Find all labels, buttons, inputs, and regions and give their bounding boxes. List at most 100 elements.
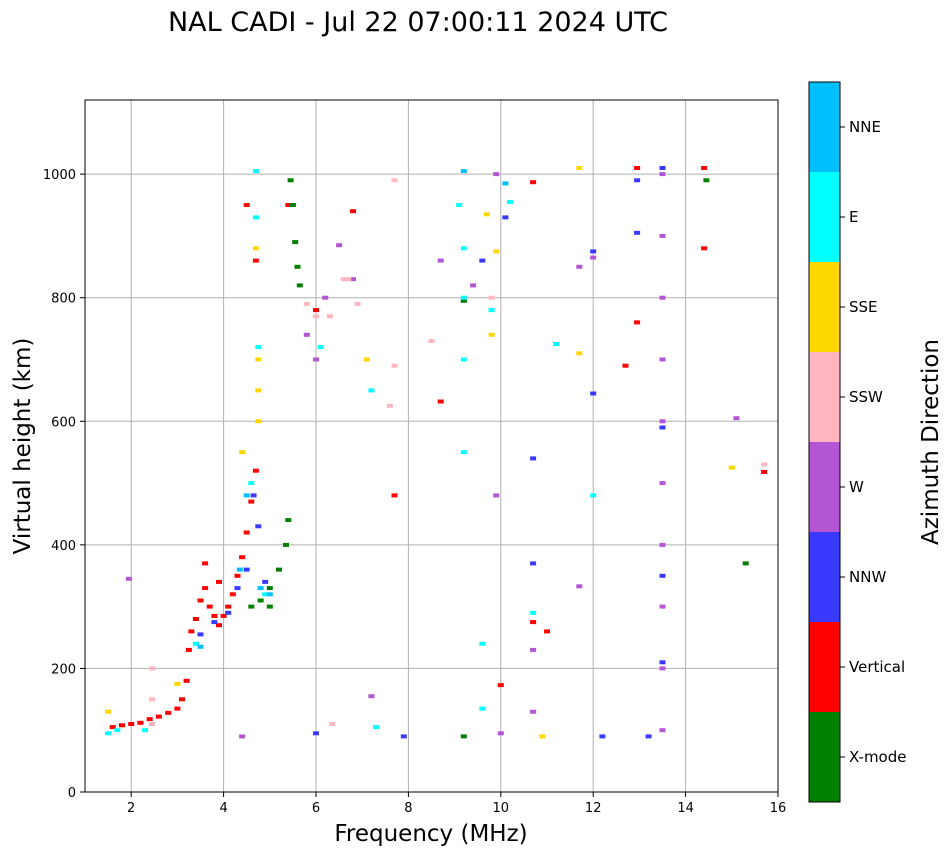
echo-point-nnw (234, 586, 241, 591)
echo-point-vertical (179, 697, 185, 702)
echo-point-ssw (313, 314, 319, 319)
echo-point-ssw (340, 277, 347, 282)
echo-point-nnw (659, 660, 666, 665)
colorbar-frame (808, 81, 841, 803)
echo-point-vertical (174, 706, 181, 711)
echo-point-ssw (428, 339, 435, 343)
echo-point-sse (363, 357, 370, 362)
echo-point-vertical (243, 203, 250, 207)
echo-point-vertical (137, 720, 144, 725)
y-tick-label: 0 (68, 786, 76, 801)
echo-point-w (659, 542, 666, 547)
colorbar-segment-sse (809, 262, 840, 352)
echo-point-vertical (220, 613, 227, 618)
y-axis-label: Virtual height (km) (10, 338, 36, 555)
echo-point-vertical (109, 725, 116, 730)
echo-point-ssw (149, 722, 155, 726)
echo-point-nnw (502, 215, 509, 220)
y-tick-label: 1000 (43, 168, 76, 183)
echo-point-sse (255, 419, 262, 424)
colorbar-segment-nne (809, 82, 840, 172)
echo-point-vertical (239, 555, 246, 560)
echo-point-w (576, 264, 583, 269)
y-tick-label: 600 (51, 415, 76, 430)
echo-point-nnw (590, 391, 597, 396)
echo-point-w (368, 694, 375, 699)
echo-point-nne (243, 493, 250, 498)
echo-point-x-mode (460, 734, 467, 739)
colorbar-segment-e (809, 172, 840, 262)
echo-point-w (659, 295, 666, 300)
echo-point-e (460, 450, 467, 455)
echo-point-x-mode (287, 178, 294, 183)
echo-point-w (493, 493, 500, 498)
echo-point-e (248, 481, 255, 486)
echo-point-vertical (165, 710, 172, 715)
echo-point-vertical (225, 604, 232, 609)
y-axis-ticks: 0 200 400 600 800 1000 (43, 168, 85, 801)
echo-point-w (530, 709, 537, 714)
echo-point-w (659, 666, 666, 671)
echo-point-x-mode (296, 283, 303, 288)
echo-point-vertical (252, 258, 259, 263)
echo-point-nnw (225, 610, 232, 615)
echo-point-nne (460, 169, 467, 174)
x-tick-label: 12 (585, 801, 602, 816)
echo-point-ssw (149, 697, 155, 702)
echo-point-x-mode (266, 604, 273, 609)
echo-point-vertical (634, 320, 641, 325)
echo-point-ssw (488, 295, 495, 300)
colorbar-category-label: W (849, 478, 864, 496)
echo-point-w (659, 728, 666, 733)
echo-point-vertical (437, 399, 444, 404)
x-tick-label: 10 (493, 801, 510, 816)
echo-point-nne (236, 567, 243, 572)
echo-point-w (576, 584, 583, 589)
echo-point-w (336, 243, 343, 248)
echo-point-vertical (544, 629, 550, 634)
colorbar-segment-nnw (809, 532, 840, 622)
echo-point-e (479, 706, 486, 711)
colorbar-category-label: NNW (849, 568, 886, 586)
echo-point-vertical (248, 499, 255, 504)
colorbar-category-label: E (849, 208, 858, 226)
echo-point-sse (576, 166, 583, 170)
echo-point-vertical (252, 468, 259, 473)
echo-point-sse (728, 465, 735, 470)
echo-point-vertical (146, 717, 153, 722)
echo-point-w (239, 734, 246, 739)
x-axis-label: Frequency (MHz) (334, 821, 527, 847)
echo-point-nnw (400, 734, 407, 739)
colorbar-segment-x-mode (809, 712, 840, 802)
echo-point-nnw (197, 632, 204, 637)
echo-point-e (460, 295, 467, 300)
echo-point-nne (266, 592, 273, 597)
x-tick-label: 2 (127, 801, 135, 816)
echo-point-nnw (313, 731, 319, 736)
echo-point-nne (257, 586, 264, 591)
echo-point-vertical (634, 166, 641, 170)
echo-point-e (507, 199, 513, 204)
echo-point-nnw (530, 456, 537, 461)
echo-point-w (659, 357, 666, 362)
echo-point-vertical (701, 166, 708, 170)
echo-point-nnw (262, 579, 269, 584)
echo-point-x-mode (257, 598, 264, 603)
echo-point-vertical (216, 623, 222, 628)
echo-point-sse (493, 249, 500, 254)
echo-point-w (497, 731, 504, 736)
colorbar-label: Azimuth Direction (918, 339, 944, 545)
echo-point-vertical (761, 469, 768, 474)
echo-point-w (303, 332, 310, 337)
echo-point-w (313, 357, 319, 362)
x-tick-label: 6 (312, 801, 320, 816)
echo-point-vertical (192, 617, 199, 621)
chart-title: NAL CADI - Jul 22 07:00:11 2024 UTC (168, 7, 668, 38)
echo-point-ssw (326, 314, 333, 319)
echo-point-ssw (761, 462, 768, 467)
echo-point-nne (502, 181, 509, 186)
echo-point-e (553, 342, 560, 347)
echo-point-e (530, 610, 537, 615)
colorbar-category-label: SSW (849, 388, 883, 406)
